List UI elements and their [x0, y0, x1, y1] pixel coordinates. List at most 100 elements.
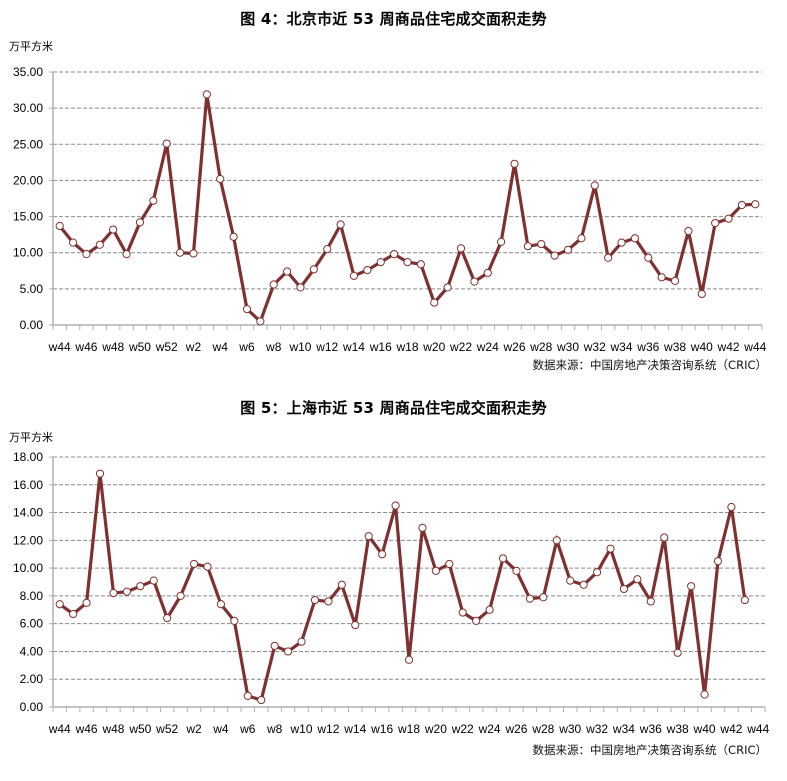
x-tick-label: w14	[343, 722, 366, 736]
x-tick-label: w50	[128, 722, 151, 736]
data-point-marker	[537, 239, 546, 249]
data-point-marker	[512, 566, 521, 575]
x-tick-label: w10	[290, 722, 313, 736]
y-tick-label: 10.00	[13, 246, 43, 260]
data-point-marker	[684, 226, 693, 236]
x-tick-label: w2	[185, 722, 202, 736]
chart-title: 图 4：北京市近 53 周商品住宅成交面积走势	[240, 10, 547, 28]
x-tick-label: w48	[101, 722, 124, 736]
data-point-marker	[243, 691, 252, 700]
data-point-marker	[418, 523, 427, 532]
data-point-marker	[713, 557, 723, 566]
data-source-label: 数据来源：中国房地产决策咨询系统（CRIC）	[532, 743, 767, 757]
x-tick-label: w44	[743, 340, 766, 354]
data-point-marker	[216, 600, 226, 609]
data-point-marker	[203, 562, 212, 571]
data-point-marker	[697, 289, 706, 299]
x-tick-label: w6	[238, 340, 255, 354]
y-axis-unit-label: 万平方米	[9, 40, 53, 53]
data-point-marker	[670, 276, 680, 286]
data-point-marker	[644, 253, 653, 262]
x-tick-label: w26	[503, 340, 526, 354]
data-point-marker	[230, 616, 239, 625]
data-point-marker	[336, 220, 345, 229]
chart-title: 图 5：上海市近 53 周商品住宅成交面积走势	[240, 399, 547, 417]
x-tick-label: w22	[451, 722, 474, 736]
data-point-markers	[55, 469, 749, 705]
data-point-marker	[122, 587, 131, 596]
data-point-marker	[724, 214, 733, 223]
data-point-marker	[376, 258, 385, 267]
data-point-marker	[525, 594, 535, 603]
data-point-marker	[122, 250, 131, 259]
data-point-marker	[269, 280, 278, 289]
y-tick-label: 8.00	[20, 589, 44, 603]
x-tick-label: w40	[690, 340, 713, 354]
data-point-marker	[202, 90, 211, 99]
data-point-marker	[296, 283, 305, 292]
data-point-marker	[592, 568, 602, 577]
data-point-marker	[657, 273, 666, 282]
data-point-marker	[633, 575, 642, 584]
x-tick-label: w32	[585, 722, 608, 736]
data-point-marker	[297, 637, 306, 646]
data-point-marker	[310, 595, 320, 605]
x-tick-label: w34	[610, 340, 633, 354]
x-tick-label: w44	[746, 722, 769, 736]
y-tick-label: 20.00	[13, 173, 43, 187]
x-tick-label: w30	[558, 722, 581, 736]
data-point-marker	[510, 159, 519, 168]
x-tick-label: w28	[531, 722, 554, 736]
data-point-marker	[606, 544, 615, 553]
x-tick-label: w18	[397, 722, 420, 736]
x-tick-label: w44	[48, 340, 71, 354]
x-tick-label: w32	[583, 340, 606, 354]
y-tick-label: 30.00	[13, 101, 43, 115]
data-point-marker	[711, 218, 720, 228]
x-tick-label: w20	[422, 340, 445, 354]
x-tick-label: w34	[612, 722, 635, 736]
data-point-marker	[498, 554, 508, 563]
data-point-marker	[431, 566, 440, 575]
data-point-marker	[68, 238, 78, 247]
data-point-marker	[364, 532, 373, 541]
data-point-marker	[563, 245, 573, 254]
x-tick-label: w42	[719, 722, 742, 736]
data-point-marker	[403, 258, 412, 267]
data-point-marker	[242, 304, 252, 314]
x-tick-label: w10	[288, 340, 311, 354]
data-point-marker	[189, 249, 198, 258]
x-tick-label: w24	[476, 340, 499, 354]
x-tick-label: w4	[212, 722, 229, 736]
x-tick-label: w26	[504, 722, 527, 736]
data-point-marker	[456, 244, 466, 253]
data-point-marker	[485, 605, 494, 614]
data-point-marker	[363, 265, 372, 275]
y-tick-label: 16.00	[13, 478, 43, 492]
data-point-marker	[737, 200, 747, 210]
data-point-marker	[660, 533, 669, 542]
x-tick-label: w8	[266, 722, 283, 736]
data-point-marker	[617, 238, 626, 247]
data-point-marker	[256, 317, 265, 326]
data-point-marker	[55, 600, 64, 609]
data-point-marker	[257, 695, 266, 705]
data-point-marker	[109, 589, 118, 598]
data-point-marker	[751, 200, 760, 209]
data-point-marker	[95, 240, 104, 249]
data-point-marker	[149, 576, 158, 585]
y-tick-label: 5.00	[20, 282, 44, 296]
y-tick-label: 18.00	[13, 450, 43, 464]
x-tick-label: w36	[636, 340, 659, 354]
x-tick-label: w46	[75, 722, 98, 736]
data-point-markers	[55, 90, 760, 326]
x-tick-label: w14	[342, 340, 365, 354]
data-point-marker	[552, 536, 561, 545]
x-tick-label: w50	[128, 340, 151, 354]
x-tick-label: w12	[316, 722, 339, 736]
x-tick-label: w42	[717, 340, 740, 354]
x-tick-label: w16	[370, 722, 393, 736]
data-point-marker	[430, 298, 439, 307]
x-tick-label: w20	[424, 722, 447, 736]
